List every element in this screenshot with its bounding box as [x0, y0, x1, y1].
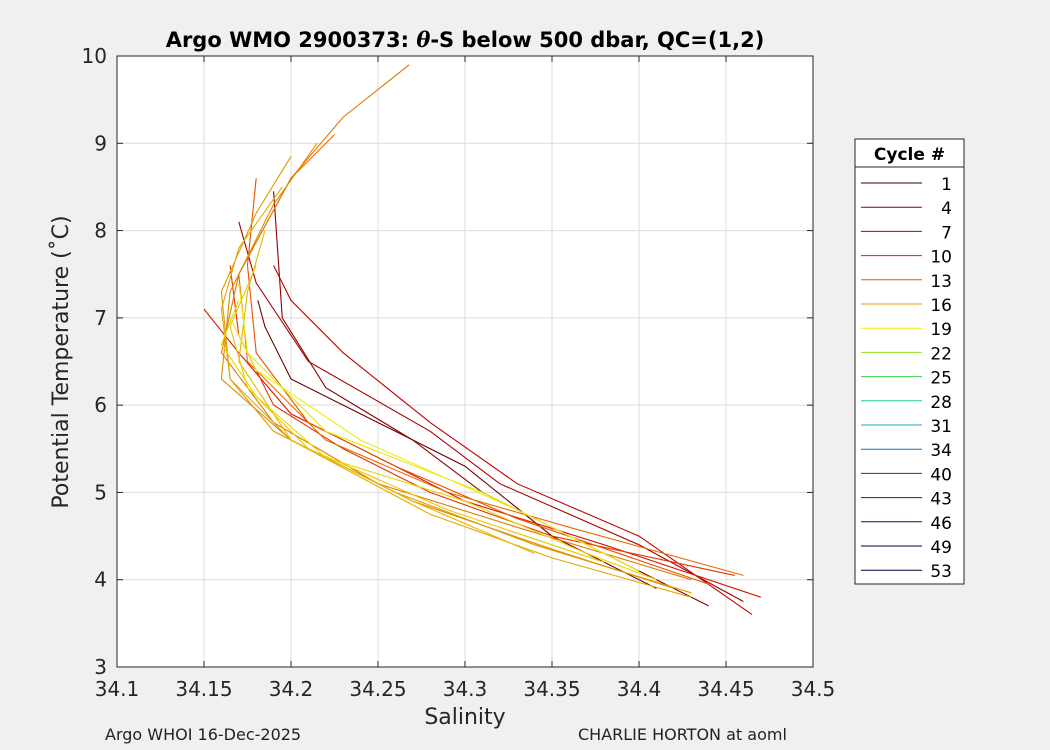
legend-label: 22: [930, 344, 952, 364]
x-tick-label: 34.35: [523, 677, 580, 701]
series-line-cycle-7: [238, 221, 744, 602]
chart-title-prefix: Argo WMO 2900373:: [166, 28, 417, 52]
x-tick-label: 34.25: [349, 677, 406, 701]
legend-label: 25: [930, 369, 952, 389]
legend-label: 1: [941, 175, 952, 195]
series-line-cycle-46: [220, 300, 657, 581]
chart-title: Argo WMO 2900373: θ-S below 500 dbar, QC…: [166, 27, 765, 52]
legend-label: 13: [930, 272, 952, 292]
series-layer: [203, 64, 761, 616]
series-line-cycle-53: [229, 317, 640, 572]
legend-label: 49: [930, 538, 952, 558]
y-tick-label: 10: [82, 44, 107, 68]
series-line-cycle-43: [229, 265, 605, 563]
legend-label: 31: [930, 417, 952, 437]
legend-label: 10: [930, 248, 952, 268]
chart-title-suffix: -S below 500 dbar, QC=(1,2): [430, 28, 764, 52]
x-tick-label: 34.15: [175, 677, 232, 701]
legend-label: 7: [941, 223, 952, 243]
legend-title: Cycle #: [874, 145, 945, 165]
legend: Cycle # 1 4 7 10 13 16 19 22 25 28 31 34 40 43 46 49 53: [854, 138, 965, 585]
legend-label: 28: [930, 393, 952, 413]
legend-box: [854, 138, 965, 585]
x-tick-label: 34.5: [791, 677, 836, 701]
x-tick-label: 34.45: [697, 677, 754, 701]
series-line-cycle-40: [238, 230, 535, 555]
legend-label: 43: [930, 490, 952, 510]
legend-label: 53: [930, 562, 952, 582]
footer-source: Argo WHOI 16-Dec-2025: [105, 725, 302, 744]
y-axis-label: Potential Temperature (˚C): [49, 215, 74, 508]
footer-operator: CHARLIE HORTON at aoml: [578, 725, 787, 744]
y-tick-label: 6: [94, 393, 107, 417]
legend-label: 19: [930, 320, 952, 340]
legend-label: 34: [930, 441, 952, 461]
x-tick-label: 34.2: [269, 677, 314, 701]
series-line-cycle-10: [273, 265, 753, 616]
y-tick-label: 8: [94, 219, 107, 243]
x-axis-label: Salinity: [424, 705, 505, 730]
y-tick-label: 9: [94, 131, 107, 155]
series-line-cycle-31: [220, 156, 692, 594]
x-tick-label: 34.1: [95, 677, 140, 701]
series-line-cycle-25: [220, 64, 692, 581]
axes: 34.1 34.15 34.2 34.25 34.3 34.35 34.4 34.45 34.5…: [82, 44, 836, 701]
legend-label: 46: [930, 514, 952, 534]
series-line-cycle-34: [220, 186, 692, 598]
x-tick-label: 34.3: [443, 677, 488, 701]
chart-title-theta: θ: [416, 27, 430, 52]
y-tick-label: 4: [94, 568, 107, 592]
legend-label: 4: [941, 199, 952, 219]
legend-label: 40: [930, 465, 952, 485]
x-tick-label: 34.4: [617, 677, 662, 701]
y-tick-label: 3: [94, 655, 107, 679]
y-tick-label: 7: [94, 306, 107, 330]
legend-label: 16: [930, 296, 952, 316]
y-tick-label: 5: [94, 480, 107, 504]
